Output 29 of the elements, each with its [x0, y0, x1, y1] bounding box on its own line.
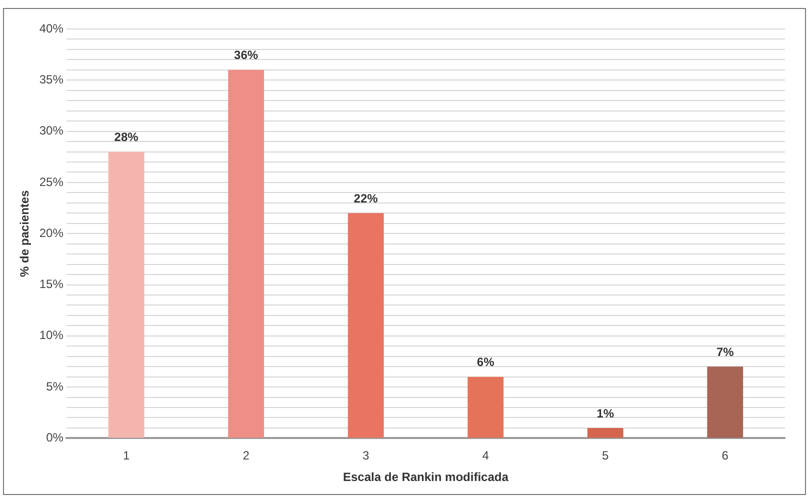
y-tick-label: 25% [39, 174, 64, 189]
x-tick-label: 6 [722, 448, 729, 463]
y-tick-label: 10% [39, 328, 64, 342]
y-tick-label: 15% [39, 277, 64, 292]
y-tick-label: 0% [46, 430, 64, 445]
bar [707, 366, 744, 438]
data-label: 36% [234, 48, 258, 62]
bar [348, 213, 384, 438]
y-tick-label: 30% [39, 124, 64, 138]
x-tick-label: 2 [242, 448, 250, 463]
x-tick-label: 3 [362, 448, 370, 463]
x-tick-label: 4 [482, 448, 490, 463]
x-tick-label: 5 [602, 448, 610, 463]
bar [587, 428, 624, 438]
bar [468, 376, 504, 438]
data-label: 28% [114, 130, 139, 144]
data-label: 7% [716, 344, 734, 359]
x-axis-title: Escala de Rankin modificada [343, 470, 509, 484]
y-tick-label: 40% [39, 21, 64, 36]
data-label: 1% [596, 406, 614, 420]
x-tick-label: 1 [122, 448, 130, 463]
bar [108, 152, 144, 438]
y-tick-label: 20% [39, 226, 64, 240]
bar [228, 70, 264, 438]
data-label: 6% [476, 355, 495, 370]
y-tick-label: 35% [39, 72, 64, 86]
y-axis-title: % de pacientes [18, 190, 32, 277]
y-tick-label: 5% [46, 379, 64, 394]
data-label: 22% [354, 191, 378, 206]
